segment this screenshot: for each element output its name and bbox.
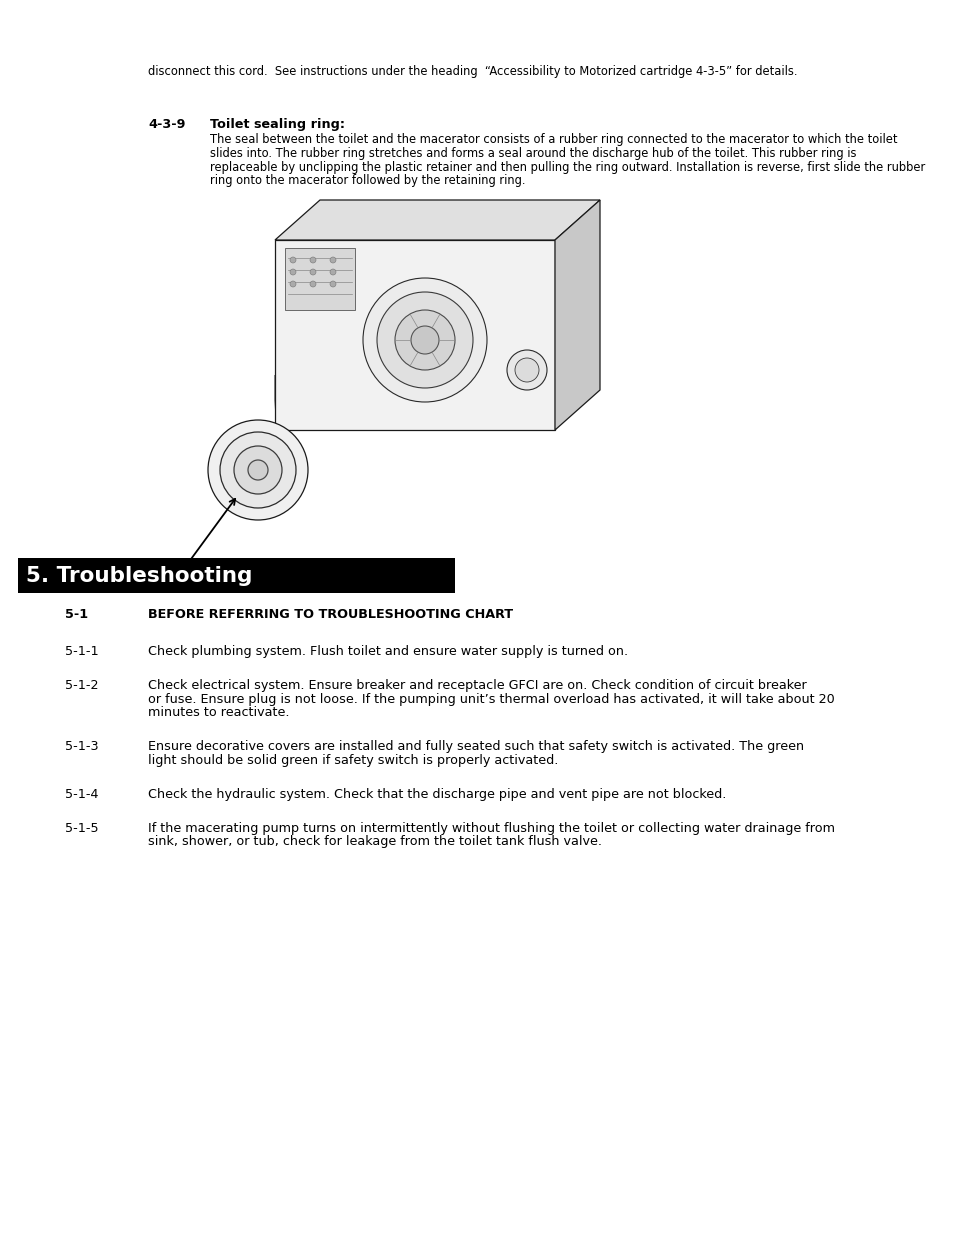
- Text: slides into. The rubber ring stretches and forms a seal around the discharge hub: slides into. The rubber ring stretches a…: [210, 147, 856, 159]
- Bar: [285, 248, 355, 310]
- Circle shape: [290, 269, 295, 275]
- Text: Check electrical system. Ensure breaker and receptacle GFCI are on. Check condit: Check electrical system. Ensure breaker …: [148, 679, 806, 692]
- Text: BEFORE REFERRING TO TROUBLESHOOTING CHART: BEFORE REFERRING TO TROUBLESHOOTING CHAR…: [148, 608, 513, 621]
- Circle shape: [310, 282, 315, 287]
- Circle shape: [376, 291, 473, 388]
- Text: 5. Troubleshooting: 5. Troubleshooting: [26, 567, 253, 587]
- Circle shape: [233, 446, 282, 494]
- Circle shape: [208, 420, 308, 520]
- Text: 5-1-3: 5-1-3: [65, 740, 98, 753]
- Circle shape: [363, 278, 486, 403]
- Circle shape: [330, 269, 335, 275]
- Text: ring onto the macerator followed by the retaining ring.: ring onto the macerator followed by the …: [210, 174, 525, 188]
- Circle shape: [506, 350, 546, 390]
- Text: minutes to reactivate.: minutes to reactivate.: [148, 706, 289, 720]
- Circle shape: [290, 282, 295, 287]
- Text: 5-1-2: 5-1-2: [65, 679, 98, 692]
- Circle shape: [330, 257, 335, 263]
- Text: replaceable by unclipping the plastic retainer and then pulling the ring outward: replaceable by unclipping the plastic re…: [210, 161, 924, 174]
- Circle shape: [310, 269, 315, 275]
- Circle shape: [395, 310, 455, 370]
- Text: 5-1-5: 5-1-5: [65, 821, 98, 835]
- Text: The seal between the toilet and the macerator consists of a rubber ring connecte: The seal between the toilet and the mace…: [210, 133, 897, 146]
- Text: Ensure decorative covers are installed and fully seated such that safety switch : Ensure decorative covers are installed a…: [148, 740, 803, 753]
- Text: 5-1-4: 5-1-4: [65, 788, 98, 800]
- Polygon shape: [274, 200, 599, 240]
- Circle shape: [411, 326, 438, 354]
- Text: Check plumbing system. Flush toilet and ensure water supply is turned on.: Check plumbing system. Flush toilet and …: [148, 645, 627, 658]
- Text: 4-3-9: 4-3-9: [148, 119, 185, 131]
- Text: Check the hydraulic system. Check that the discharge pipe and vent pipe are not : Check the hydraulic system. Check that t…: [148, 788, 725, 800]
- Circle shape: [290, 257, 295, 263]
- Text: sink, shower, or tub, check for leakage from the toilet tank flush valve.: sink, shower, or tub, check for leakage …: [148, 835, 601, 848]
- Text: 5-1: 5-1: [65, 608, 88, 621]
- Circle shape: [248, 459, 268, 480]
- Circle shape: [310, 257, 315, 263]
- Text: disconnect this cord.  See instructions under the heading  “Accessibility to Mot: disconnect this cord. See instructions u…: [148, 65, 797, 78]
- Polygon shape: [274, 240, 555, 430]
- Text: or fuse. Ensure plug is not loose. If the pumping unit’s thermal overload has ac: or fuse. Ensure plug is not loose. If th…: [148, 693, 834, 705]
- Text: 5-1-1: 5-1-1: [65, 645, 98, 658]
- Polygon shape: [555, 200, 599, 430]
- Polygon shape: [274, 375, 277, 459]
- Circle shape: [220, 432, 295, 508]
- Circle shape: [515, 358, 538, 382]
- Text: Toilet sealing ring:: Toilet sealing ring:: [210, 119, 345, 131]
- Bar: [18, 558, 455, 593]
- Text: light should be solid green if safety switch is properly activated.: light should be solid green if safety sw…: [148, 755, 558, 767]
- Circle shape: [330, 282, 335, 287]
- Text: If the macerating pump turns on intermittently without flushing the toilet or co: If the macerating pump turns on intermit…: [148, 821, 834, 835]
